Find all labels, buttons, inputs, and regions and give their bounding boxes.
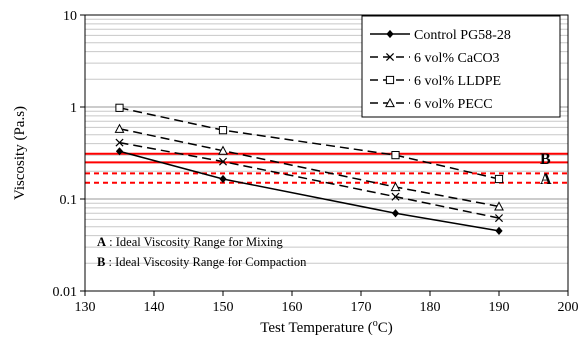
x-tick-label: 190 — [489, 300, 510, 315]
annotation-a-key: A — [97, 235, 106, 249]
x-tick-label: 150 — [213, 300, 234, 315]
annotation-b: B : Ideal Viscosity Range for Compaction — [97, 255, 307, 269]
data-point — [219, 174, 227, 184]
data-point — [390, 181, 401, 192]
legend-label: Control PG58-28 — [414, 28, 511, 43]
legend-marker — [385, 75, 395, 85]
data-point — [115, 103, 124, 112]
series-line — [119, 128, 500, 208]
y-axis-title: Viscosity (Pa.s) — [12, 106, 28, 200]
annotation-b-text: : Ideal Viscosity Range for Compaction — [105, 255, 307, 269]
annotation-a: A : Ideal Viscosity Range for Mixing — [97, 235, 284, 249]
data-point — [494, 174, 504, 184]
axes: 130 140 150 160 170 180 190 200 0.01 0.1 1 10 — [53, 9, 579, 315]
data-point — [391, 151, 400, 160]
data-point — [391, 192, 400, 201]
series-1 — [115, 147, 503, 236]
legend-item: 6 vol% LLDPE — [370, 74, 501, 89]
y-tick-label: 1 — [70, 101, 77, 116]
data-series — [114, 103, 504, 236]
y-tick-label: 0.01 — [53, 285, 78, 300]
data-point — [218, 145, 228, 155]
series-line — [119, 150, 500, 232]
legend-marker — [385, 97, 395, 108]
data-point — [495, 226, 503, 236]
data-point — [494, 201, 504, 211]
x-tick-label: 130 — [75, 300, 96, 315]
legend-item: 6 vol% CaCO3 — [370, 51, 500, 66]
legend-label: 6 vol% CaCO3 — [414, 51, 500, 66]
x-axis-title-end: C) — [378, 320, 393, 336]
plot-area-frame — [84, 14, 569, 292]
x-tick-label: 140 — [144, 300, 165, 315]
series-4 — [114, 123, 504, 211]
ideal-ranges: BA — [85, 151, 568, 188]
data-point — [115, 138, 124, 147]
series-2 — [115, 138, 504, 223]
band-label-a: A — [540, 171, 552, 188]
data-point — [391, 209, 400, 218]
legend-label: 6 vol% LLDPE — [414, 74, 501, 89]
band-label-b: B — [540, 151, 551, 168]
legend-items: Control PG58-28 6 vol% CaCO3 6 vol% LLDPE 6… — [370, 28, 511, 112]
legend-marker — [386, 29, 394, 39]
annotation-box: A : Ideal Viscosity Range for Mixing B :… — [97, 235, 307, 269]
x-axis-title: Test Temperature (oC) — [260, 318, 393, 336]
y-tick-label: 0.1 — [60, 193, 78, 208]
data-point — [218, 157, 228, 166]
data-point — [114, 123, 125, 133]
legend-box — [361, 15, 561, 118]
annotation-b-key: B — [97, 255, 105, 269]
data-point — [494, 214, 504, 223]
annotation-a-text: : Ideal Viscosity Range for Mixing — [106, 235, 284, 249]
x-axis-title-superscript: o — [373, 318, 378, 329]
legend-item: 6 vol% PECC — [370, 97, 493, 112]
x-tick-label: 200 — [558, 300, 579, 315]
legend-label: 6 vol% PECC — [414, 97, 493, 112]
data-point — [115, 147, 124, 156]
x-axis-title-main: Test Temperature ( — [260, 320, 373, 336]
legend-item: Control PG58-28 — [370, 28, 511, 43]
x-tick-label: 180 — [420, 300, 441, 315]
y-tick-label: 10 — [63, 9, 77, 24]
data-point — [218, 126, 228, 135]
x-tick-label: 160 — [282, 300, 303, 315]
series-3 — [115, 103, 504, 184]
legend: Control PG58-28 6 vol% CaCO3 6 vol% LLDPE 6… — [361, 15, 561, 118]
x-tick-label: 170 — [351, 300, 372, 315]
legend-marker — [385, 52, 395, 62]
